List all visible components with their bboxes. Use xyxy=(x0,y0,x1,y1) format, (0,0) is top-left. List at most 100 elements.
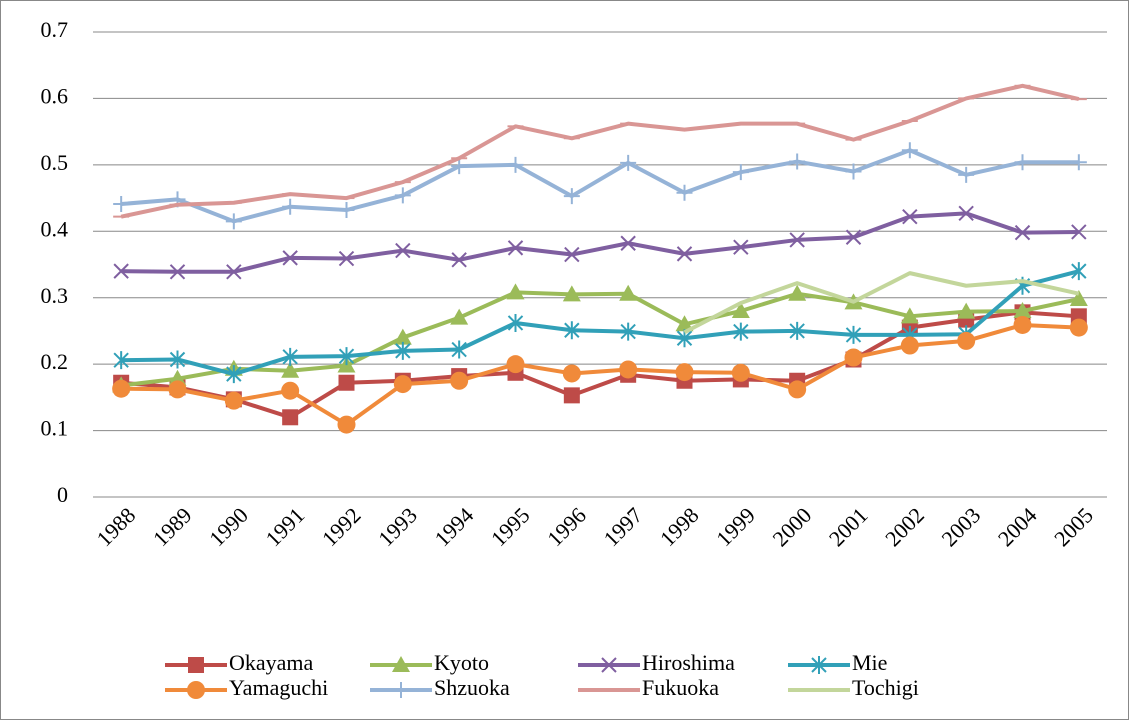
legend-label: Shzuoka xyxy=(434,675,510,700)
legend-entry: Okayama xyxy=(165,650,314,675)
marker xyxy=(506,355,525,374)
marker xyxy=(282,409,299,426)
marker xyxy=(845,325,862,344)
marker xyxy=(788,284,807,301)
series xyxy=(112,315,1088,434)
marker xyxy=(620,235,636,251)
marker xyxy=(957,331,976,350)
marker xyxy=(564,321,580,340)
line xyxy=(121,310,1079,420)
marker xyxy=(113,351,129,370)
marker xyxy=(338,347,355,366)
legend-label: Okayama xyxy=(229,650,314,675)
y-tick-label: 0.7 xyxy=(41,17,69,42)
series xyxy=(683,271,1080,335)
marker xyxy=(845,229,862,245)
marker xyxy=(788,380,807,399)
marker xyxy=(731,302,750,318)
legend-entry: Yamaguchi xyxy=(165,675,328,700)
marker xyxy=(113,263,129,279)
marker xyxy=(168,380,187,399)
legend-entry: Fukuoka xyxy=(578,675,719,700)
marker xyxy=(1014,154,1031,171)
marker xyxy=(619,284,638,301)
legend-entry: Hiroshima xyxy=(578,650,735,675)
marker xyxy=(338,202,355,219)
marker xyxy=(169,350,186,369)
marker xyxy=(620,154,637,171)
marker xyxy=(1014,224,1031,241)
marker xyxy=(563,387,580,404)
marker xyxy=(562,285,581,302)
marker xyxy=(507,240,524,256)
legend-label: Kyoto xyxy=(434,650,489,675)
legend-entry: Shzuoka xyxy=(370,675,510,700)
legend-label: Yamaguchi xyxy=(229,675,328,700)
marker xyxy=(601,657,617,673)
marker xyxy=(844,348,863,367)
marker xyxy=(733,322,749,341)
marker xyxy=(224,391,243,410)
marker xyxy=(676,184,693,201)
marker xyxy=(1013,315,1032,334)
legend-entry: Kyoto xyxy=(370,650,489,675)
marker xyxy=(450,308,469,325)
marker xyxy=(338,374,355,391)
marker xyxy=(900,307,919,324)
marker xyxy=(395,341,411,360)
marker xyxy=(337,415,356,434)
marker xyxy=(226,365,242,384)
series xyxy=(113,142,1087,230)
y-tick-label: 0.3 xyxy=(41,283,69,308)
legend-label: Hiroshima xyxy=(642,650,735,675)
marker xyxy=(1013,302,1032,318)
line xyxy=(121,322,1079,427)
marker xyxy=(226,264,242,280)
y-tick-label: 0.2 xyxy=(41,349,69,374)
marker xyxy=(506,283,525,300)
marker xyxy=(564,246,580,263)
marker xyxy=(394,187,411,204)
marker xyxy=(392,656,410,672)
legend-label: Fukuoka xyxy=(642,675,719,700)
marker xyxy=(393,375,412,394)
marker xyxy=(811,656,827,674)
marker xyxy=(676,246,693,262)
marker xyxy=(957,302,976,319)
marker xyxy=(620,322,636,341)
marker xyxy=(451,340,467,359)
line xyxy=(120,290,1080,388)
y-tick-label: 0 xyxy=(57,482,68,507)
marker xyxy=(169,264,186,280)
marker xyxy=(282,198,299,215)
y-tick-label: 0.1 xyxy=(41,416,69,441)
line xyxy=(121,269,1080,377)
marker xyxy=(507,156,524,173)
marker xyxy=(112,379,131,398)
line xyxy=(121,211,1079,274)
legend-label: Tochigi xyxy=(852,675,919,700)
marker xyxy=(958,166,975,183)
line xyxy=(120,83,1080,219)
marker xyxy=(1069,318,1088,337)
marker xyxy=(281,361,300,378)
y-tick-label: 0.6 xyxy=(41,83,69,108)
marker xyxy=(113,196,130,213)
marker xyxy=(619,360,638,379)
marker xyxy=(732,164,749,181)
marker xyxy=(1069,290,1088,307)
marker xyxy=(958,205,974,222)
marker xyxy=(1070,154,1087,171)
marker xyxy=(188,657,204,673)
line xyxy=(683,271,1080,335)
marker xyxy=(225,213,242,230)
marker xyxy=(450,371,469,390)
marker xyxy=(187,681,205,699)
marker xyxy=(393,682,409,698)
marker xyxy=(451,158,468,175)
marker xyxy=(395,242,411,259)
series xyxy=(113,205,1087,280)
legend-label: Mie xyxy=(852,650,887,675)
